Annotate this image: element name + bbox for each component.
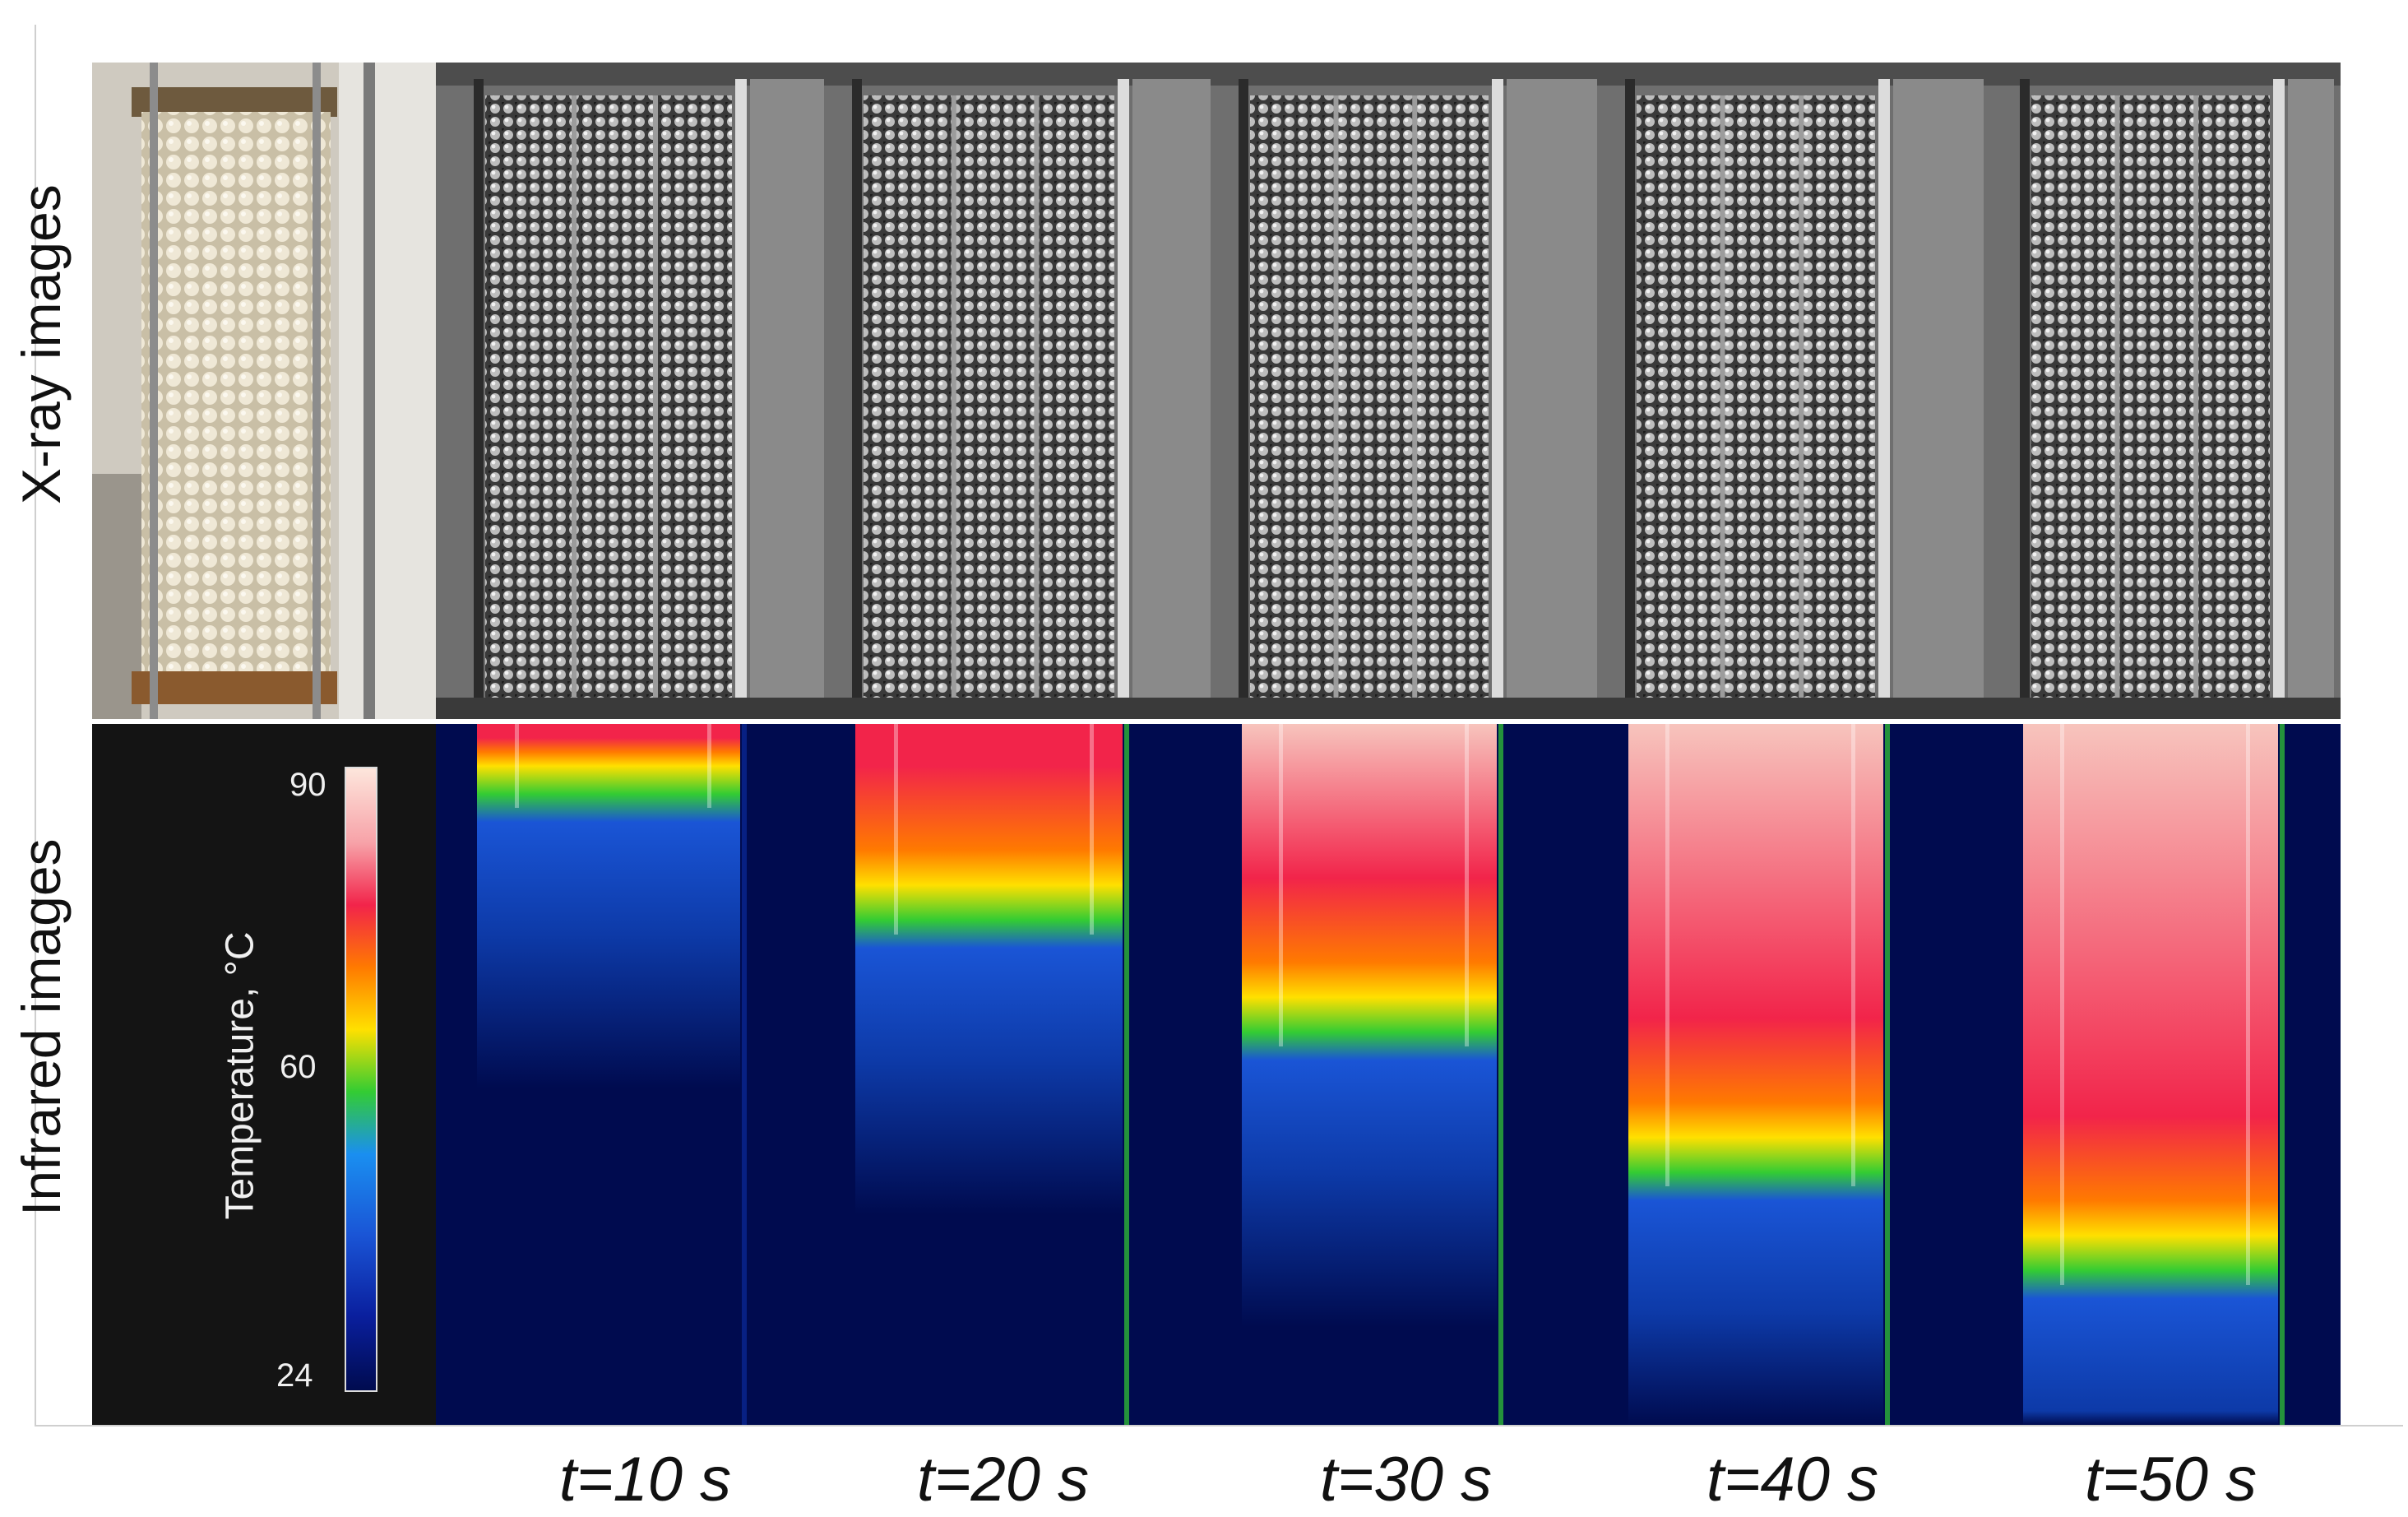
colorbar-title: Temperature, °C (218, 931, 262, 1220)
infrared-panel (1604, 724, 1990, 1425)
time-label-40s: t=40 s (1706, 1445, 1879, 1515)
xray-panel (1217, 63, 1604, 719)
colorbar (345, 767, 377, 1392)
colorbar-min-label: 24 (276, 1357, 313, 1394)
infrared-panel (831, 724, 1217, 1425)
infrared-panel (436, 724, 831, 1425)
time-label-20s: t=20 s (917, 1445, 1090, 1515)
colorbar-max-label: 90 (289, 767, 326, 803)
colorbar-panel: 90 60 24 Temperature, °C (92, 724, 436, 1425)
xray-panel (1990, 63, 2341, 719)
xray-panel (1604, 63, 1990, 719)
infrared-row-label: Infrared images (11, 838, 72, 1216)
infrared-panel (1990, 724, 2341, 1425)
xray-row-label: X-ray images (11, 184, 72, 504)
xray-panel (436, 63, 831, 719)
figure-left-border (35, 25, 36, 1425)
packed-bed-photo (92, 63, 436, 719)
xray-panel (831, 63, 1217, 719)
time-label-30s: t=30 s (1320, 1445, 1493, 1515)
colorbar-mid-label: 60 (280, 1049, 317, 1085)
time-label-50s: t=50 s (2085, 1445, 2258, 1515)
figure-bottom-border (35, 1425, 2403, 1427)
infrared-panel (1217, 724, 1604, 1425)
time-label-10s: t=10 s (559, 1445, 732, 1515)
